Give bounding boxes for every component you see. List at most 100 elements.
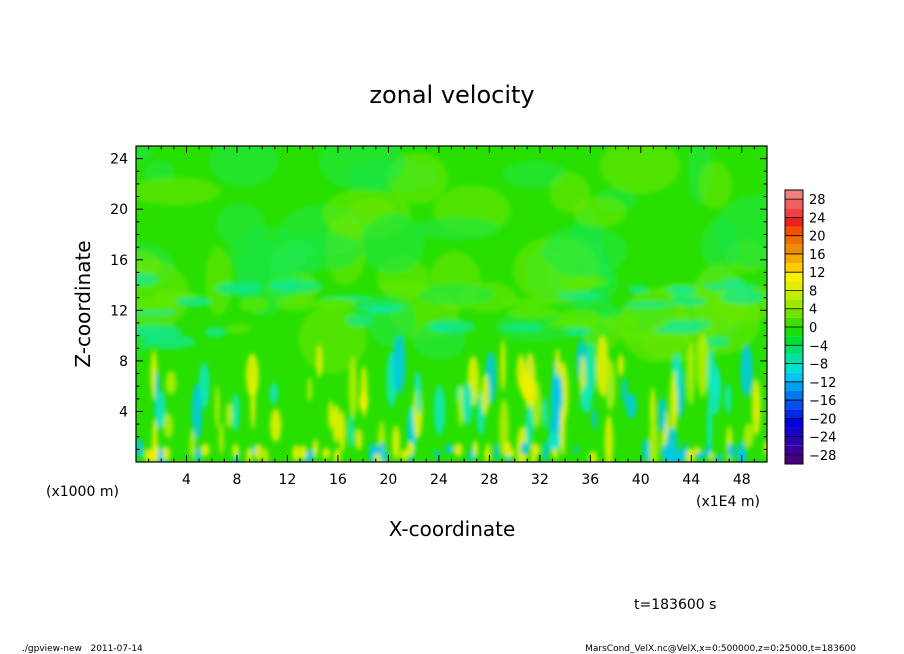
field-streak xyxy=(566,275,609,288)
field-plume xyxy=(269,383,279,405)
colorbar-cell xyxy=(785,272,803,282)
field-spike xyxy=(763,440,767,456)
field-plume xyxy=(542,397,548,430)
x-tick-label: 8 xyxy=(232,472,241,488)
field-spike xyxy=(696,451,705,461)
field-streak xyxy=(623,300,674,309)
field-blob xyxy=(599,146,680,195)
field-spike xyxy=(195,445,201,462)
colorbar-label: −24 xyxy=(809,431,836,446)
x-tick-label: 28 xyxy=(480,472,498,488)
colorbar-label: 16 xyxy=(809,248,826,263)
field-plume xyxy=(621,377,628,404)
colorbar-cell xyxy=(785,354,803,364)
field-plume xyxy=(648,420,659,462)
colorbar-cell xyxy=(785,226,803,236)
field-plume xyxy=(434,385,446,436)
colorbar-label: 4 xyxy=(809,303,817,318)
x-tick-label: 4 xyxy=(182,472,191,488)
field-plume xyxy=(198,362,210,409)
heatmap-field xyxy=(136,146,767,462)
colorbar-label: −16 xyxy=(809,394,836,409)
colorbar-cell xyxy=(785,381,803,391)
field-plume xyxy=(232,392,240,432)
field-plume xyxy=(743,422,754,449)
field-plume xyxy=(669,370,678,433)
field-blob xyxy=(287,233,362,271)
field-plume xyxy=(658,396,667,434)
field-streak xyxy=(275,295,318,311)
colorbar-cell xyxy=(785,290,803,300)
x-tick-label: 36 xyxy=(581,472,599,488)
y-axis-ticks: 4 8 12 16 20 24 xyxy=(110,152,767,450)
field-spike xyxy=(334,448,341,462)
field-plume xyxy=(554,347,561,378)
colorbar-cell xyxy=(785,390,803,401)
field-blob xyxy=(417,283,495,306)
colorbar-cell xyxy=(785,308,803,318)
field-plume xyxy=(191,383,203,440)
field-plume xyxy=(155,390,166,429)
colorbar-label: −4 xyxy=(809,339,828,354)
field-streak xyxy=(268,279,324,293)
field-spike xyxy=(672,449,679,462)
x-unit-label: (x1000 m) xyxy=(46,484,119,500)
colorbar-cell xyxy=(785,372,803,382)
colorbar-label: 12 xyxy=(809,266,826,281)
colorbar: 28 24 20 16 12 8 4 0 −4 −8 −12 −16 −20 −24 −28 xyxy=(784,189,836,465)
field-spike xyxy=(144,448,154,462)
field-plume xyxy=(163,412,174,439)
field-plume xyxy=(165,370,177,395)
colorbar-cell xyxy=(785,199,803,209)
field-spike xyxy=(664,444,670,458)
colorbar-cell xyxy=(785,253,803,264)
field-streak xyxy=(136,272,158,286)
colorbar-cell xyxy=(785,418,803,428)
field-streak xyxy=(720,289,766,304)
field-streak xyxy=(501,323,545,332)
field-spike xyxy=(161,446,171,460)
field-blob xyxy=(136,146,154,164)
field-spike xyxy=(201,443,210,457)
field-spike xyxy=(736,446,746,462)
field-streak xyxy=(204,326,227,338)
field-streak xyxy=(506,305,560,319)
field-plume xyxy=(591,408,597,431)
field-plume xyxy=(617,354,625,376)
chart-title: zonal velocity xyxy=(369,81,534,109)
colorbar-cell xyxy=(785,190,803,200)
field-plume xyxy=(332,404,341,444)
colorbar-cell xyxy=(785,363,803,373)
field-blob xyxy=(205,246,232,316)
field-plume xyxy=(740,344,753,398)
field-plume xyxy=(706,398,713,458)
y-tick-label: 12 xyxy=(110,303,128,319)
field-plume xyxy=(625,393,637,419)
x-scale-label: (x1E4 m) xyxy=(696,494,760,510)
field-spike xyxy=(406,441,415,456)
field-streak xyxy=(547,319,597,329)
x-tick-label: 32 xyxy=(531,472,549,488)
field-plume xyxy=(585,342,596,400)
field-streak xyxy=(627,285,649,294)
field-plume xyxy=(348,356,358,420)
field-streak xyxy=(557,292,602,300)
field-spike xyxy=(520,442,529,456)
field-plume xyxy=(218,422,225,456)
field-streak xyxy=(136,299,177,312)
field-spike xyxy=(642,439,650,457)
field-plume xyxy=(270,408,282,443)
field-plume xyxy=(392,425,400,460)
field-plume xyxy=(605,359,616,411)
colorbar-label: 8 xyxy=(809,284,817,299)
x-axis-ticks: 4 8 12 16 20 24 28 32 36 40 44 48 xyxy=(148,146,755,488)
field-streak xyxy=(700,282,759,292)
colorbar-label: 28 xyxy=(809,193,826,208)
field-spike xyxy=(433,450,441,459)
field-streak xyxy=(500,297,554,307)
field-plume xyxy=(675,353,682,396)
field-streak xyxy=(239,297,269,313)
colorbar-cell xyxy=(785,317,803,327)
colorbar-cell xyxy=(785,263,803,273)
field-spike xyxy=(453,443,463,457)
